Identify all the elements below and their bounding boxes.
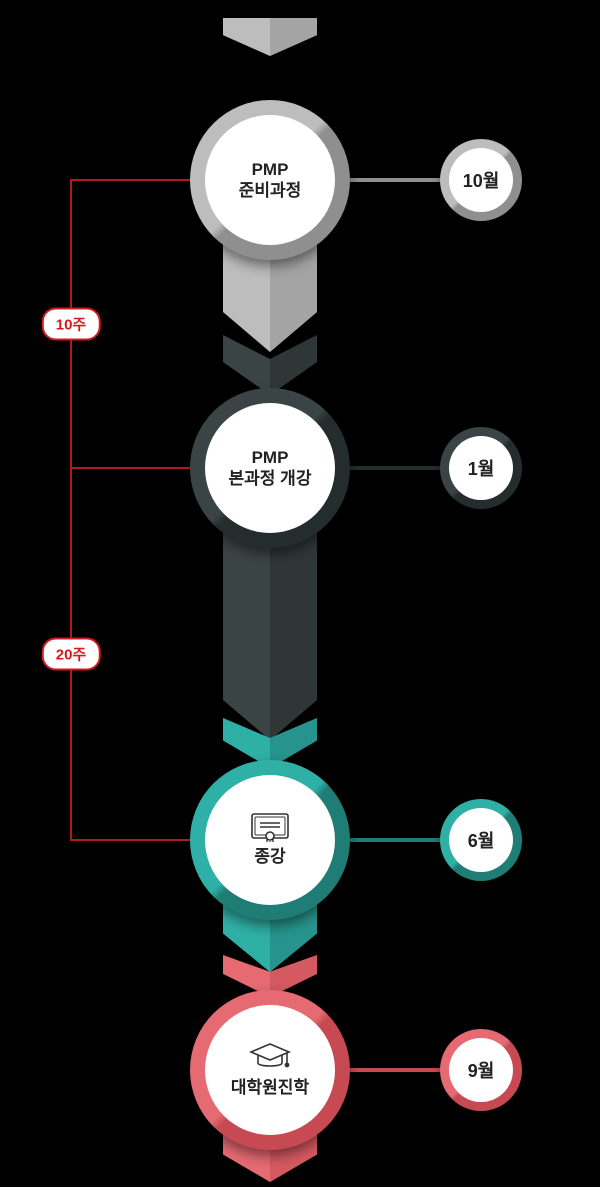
timeline-diagram: PMP 준비과정 PMP 본과정 개강종강대학원진학 10월 1월 6월 9월 10주 20주 [0,0,600,1187]
bracket-vertical [70,180,72,840]
duration-pill-1: 20주 [42,638,101,671]
node-label-n1: PMP 준비과정 [239,159,302,202]
arrow-out-n2 [223,530,317,745]
month-label-n1: 10월 [463,167,500,193]
month-label-n4: 9월 [468,1057,495,1083]
node-label-n4: 대학원진학 [231,1077,309,1098]
arrow-in-n1 [223,18,317,61]
month-node-n2: 1월 [440,427,522,509]
month-node-n3: 6월 [440,799,522,881]
month-node-n1: 10월 [440,139,522,221]
node-n2: PMP 본과정 개강 [190,388,350,548]
node-label-n2: PMP 본과정 개강 [229,447,312,490]
month-label-n3: 6월 [468,827,495,853]
month-label-n2: 1월 [468,455,495,481]
gradcap-icon [248,1041,292,1073]
month-node-n4: 9월 [440,1029,522,1111]
node-n4: 대학원진학 [190,990,350,1150]
duration-pill-0: 10주 [42,308,101,341]
node-n3: 종강 [190,760,350,920]
bracket-tick-2 [70,839,190,841]
node-n1: PMP 준비과정 [190,100,350,260]
node-label-n3: 종강 [254,846,285,867]
bracket-tick-1 [70,467,190,469]
bracket-tick-0 [70,179,190,181]
certificate-icon [250,812,290,842]
